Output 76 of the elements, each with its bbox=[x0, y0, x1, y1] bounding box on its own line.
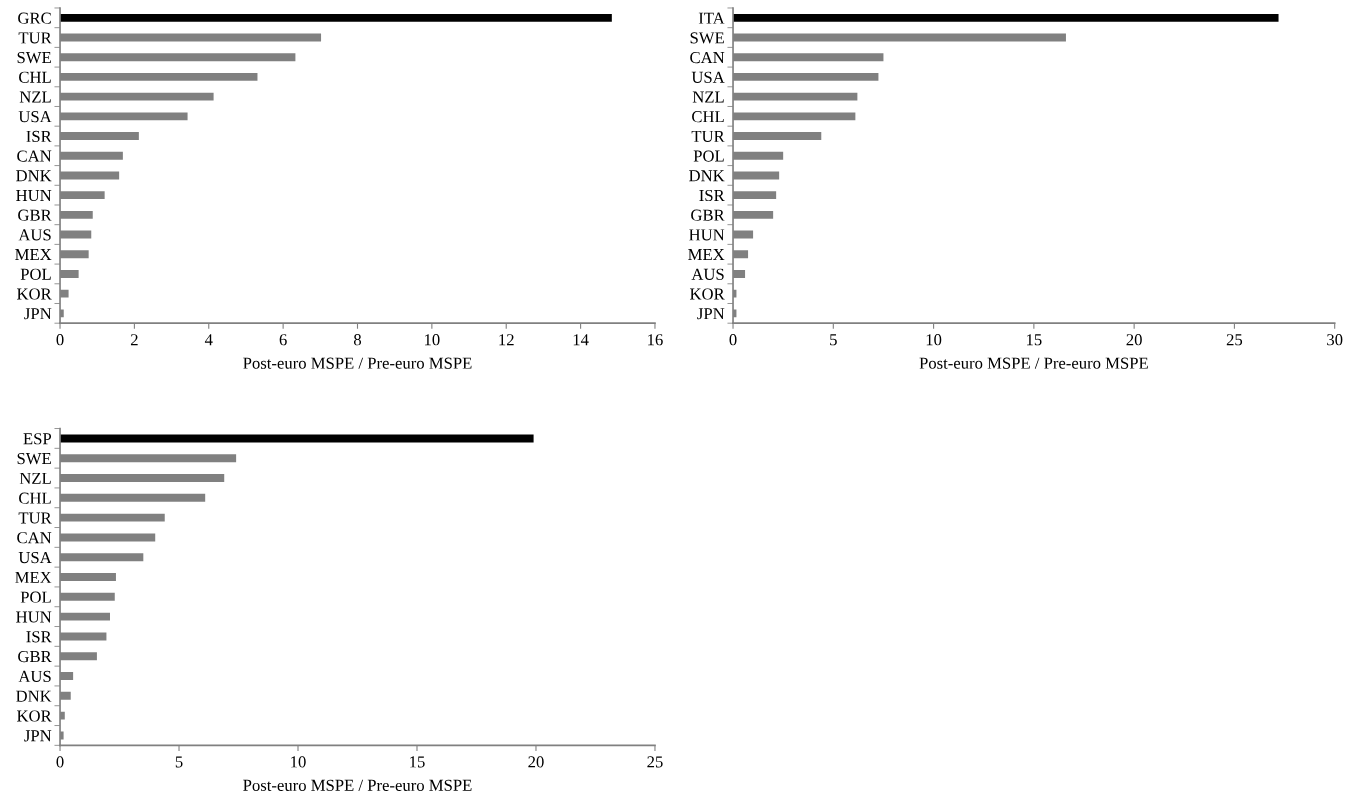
x-tick-label: 5 bbox=[175, 756, 183, 768]
x-axis-title: Post-euro MSPE / Pre-euro MSPE bbox=[243, 779, 472, 791]
x-tick-label: 20 bbox=[528, 756, 544, 768]
y-tick-label: POL bbox=[693, 150, 724, 162]
y-tick-label: AUS bbox=[18, 229, 51, 241]
y-tick-label: CHL bbox=[692, 111, 724, 123]
x-tick-label: 4 bbox=[204, 334, 213, 346]
y-tick-label: CAN bbox=[17, 532, 52, 544]
y-tick-label: TUR bbox=[18, 32, 52, 44]
x-tick-label: 5 bbox=[830, 334, 837, 346]
y-tick-label: SWE bbox=[690, 32, 724, 44]
y-tick-label: CHL bbox=[19, 71, 51, 83]
x-tick-label: 20 bbox=[1126, 334, 1142, 346]
x-tick-label: 15 bbox=[1027, 334, 1042, 346]
y-tick-label: TUR bbox=[18, 512, 52, 524]
y-tick-label: NZL bbox=[19, 472, 51, 484]
y-tick-label: GBR bbox=[18, 209, 52, 221]
x-axis-title: Post-euro MSPE / Pre-euro MSPE bbox=[243, 357, 472, 369]
x-tick-label: 16 bbox=[648, 334, 663, 346]
x-tick-label: 12 bbox=[499, 334, 514, 346]
x-tick-label: 30 bbox=[1327, 334, 1343, 346]
y-tick-label: POL bbox=[20, 268, 51, 280]
bar bbox=[60, 13, 612, 22]
x-tick-label: 0 bbox=[729, 334, 737, 346]
y-tick-label: TUR bbox=[691, 130, 725, 142]
y-tick-label: ISR bbox=[26, 631, 52, 643]
y-tick-label: USA bbox=[18, 111, 52, 123]
x-tick-label: 6 bbox=[279, 334, 287, 346]
x-tick-label: 25 bbox=[647, 756, 663, 768]
y-tick-label: USA bbox=[18, 551, 52, 564]
y-tick-label: NZL bbox=[692, 91, 724, 103]
y-tick-label: SWE bbox=[17, 452, 51, 465]
x-axis-title: Post-euro MSPE / Pre-euro MSPE bbox=[919, 357, 1148, 369]
y-tick-label: SWE bbox=[17, 51, 51, 64]
y-tick-label: DNK bbox=[16, 170, 52, 182]
x-tick-label: 10 bbox=[291, 756, 306, 768]
bar bbox=[733, 13, 1279, 22]
y-tick-label: AUS bbox=[18, 670, 51, 682]
y-tick-label: MEX bbox=[15, 249, 52, 261]
y-tick-label: CHL bbox=[19, 492, 51, 504]
y-tick-label: USA bbox=[691, 71, 725, 83]
y-tick-label: DNK bbox=[689, 170, 725, 182]
x-tick-label: 14 bbox=[573, 334, 589, 346]
y-tick-label: ITA bbox=[698, 12, 725, 24]
y-tick-label: POL bbox=[20, 591, 51, 603]
y-tick-label: ISR bbox=[699, 189, 725, 202]
y-tick-label: MEX bbox=[688, 249, 725, 261]
y-tick-label: KOR bbox=[16, 710, 52, 722]
x-tick-label: 10 bbox=[926, 334, 942, 346]
y-tick-label: ISR bbox=[26, 130, 52, 142]
y-tick-label: HUN bbox=[689, 229, 725, 241]
y-tick-label: CAN bbox=[17, 150, 52, 162]
y-tick-label: GBR bbox=[18, 650, 52, 663]
y-tick-label: NZL bbox=[19, 91, 51, 103]
y-tick-label: AUS bbox=[691, 268, 724, 280]
x-tick-label: 10 bbox=[425, 334, 440, 346]
y-tick-label: DNK bbox=[16, 690, 52, 702]
y-tick-label: HUN bbox=[16, 611, 52, 623]
y-tick-label: HUN bbox=[16, 190, 52, 202]
x-tick-label: 0 bbox=[56, 756, 64, 768]
bar bbox=[60, 434, 534, 443]
y-tick-label: GBR bbox=[691, 209, 725, 221]
x-tick-label: 2 bbox=[130, 334, 138, 346]
y-tick-label: MEX bbox=[15, 571, 52, 583]
x-tick-label: 8 bbox=[353, 334, 362, 346]
y-tick-label: KOR bbox=[689, 288, 725, 300]
y-tick-label: ESP bbox=[23, 433, 52, 445]
x-tick-label: 25 bbox=[1226, 334, 1243, 346]
x-tick-label: 15 bbox=[410, 756, 425, 768]
y-tick-label: KOR bbox=[16, 288, 52, 300]
y-tick-label: JPN bbox=[24, 730, 52, 742]
y-tick-label: CAN bbox=[690, 51, 725, 64]
y-tick-label: GRC bbox=[18, 12, 51, 24]
y-tick-label: JPN bbox=[24, 308, 52, 320]
y-tick-label: JPN bbox=[697, 308, 725, 320]
x-tick-label: 0 bbox=[56, 334, 64, 346]
